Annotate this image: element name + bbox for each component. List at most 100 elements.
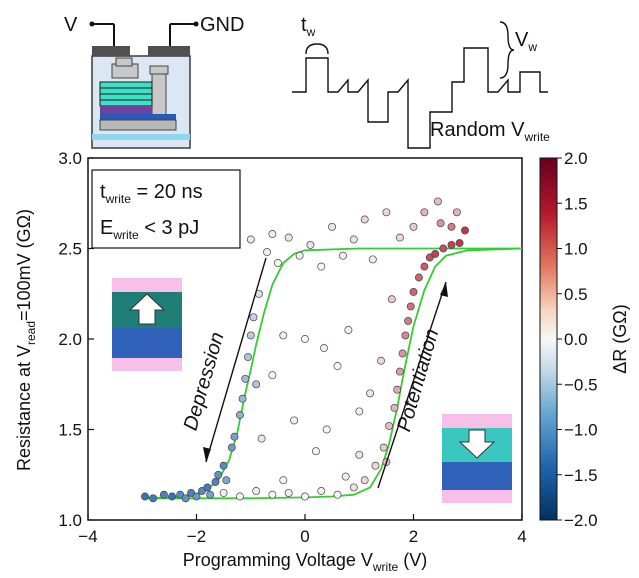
x-tick-label: −2 bbox=[187, 527, 206, 546]
state-icon-high bbox=[112, 278, 182, 371]
colorbar-tick-label: 1.0 bbox=[564, 240, 588, 259]
data-point bbox=[214, 470, 223, 479]
data-point bbox=[409, 222, 418, 231]
data-point bbox=[159, 490, 168, 499]
data-point bbox=[406, 302, 415, 311]
data-point bbox=[366, 389, 375, 398]
colorbar-tick-label: −1.5 bbox=[564, 466, 598, 485]
data-point bbox=[425, 253, 434, 262]
data-point bbox=[395, 367, 404, 376]
data-point bbox=[206, 490, 215, 499]
colorbar-tick-label: −1.0 bbox=[564, 421, 598, 440]
data-point bbox=[141, 492, 149, 501]
data-point bbox=[295, 251, 304, 260]
blue-layer bbox=[100, 114, 176, 120]
data-point bbox=[317, 262, 326, 271]
data-point bbox=[409, 287, 418, 296]
data-point bbox=[447, 222, 456, 231]
info-box: twrite = 20 ns Ewrite < 3 pJ bbox=[91, 169, 241, 249]
data-point bbox=[252, 380, 261, 389]
y-tick-label: 3.0 bbox=[58, 149, 82, 168]
contact-left bbox=[92, 46, 130, 56]
data-point bbox=[246, 331, 255, 340]
colorbar-label: ΔR (GΩ) bbox=[610, 304, 630, 373]
data-point bbox=[181, 494, 190, 503]
data-point bbox=[249, 313, 258, 322]
purple-layer bbox=[100, 106, 152, 114]
data-point bbox=[311, 447, 320, 456]
data-point bbox=[360, 215, 369, 224]
data-point bbox=[398, 349, 407, 358]
data-point bbox=[230, 432, 239, 441]
data-points bbox=[141, 197, 469, 503]
data-point bbox=[382, 208, 391, 217]
data-point bbox=[414, 273, 423, 282]
pulse-schematic: tw Vw Random Vwrite bbox=[292, 14, 550, 149]
x-tick-label: 2 bbox=[409, 527, 418, 546]
data-point bbox=[268, 371, 277, 380]
colorbar bbox=[539, 157, 558, 521]
data-point bbox=[371, 461, 380, 470]
data-point bbox=[349, 235, 358, 244]
y-tick-label: 2.5 bbox=[58, 240, 82, 259]
data-point bbox=[401, 331, 410, 340]
data-point bbox=[219, 488, 228, 497]
data-point bbox=[149, 494, 158, 503]
data-point bbox=[447, 240, 456, 249]
colorbar-ticks: 2.0 1.5 1.0 0.5 0.0 −0.5 −1.0 −1.5 −2.0 bbox=[557, 149, 598, 530]
data-point bbox=[452, 208, 461, 217]
data-point bbox=[377, 356, 385, 365]
data-point bbox=[404, 316, 413, 325]
data-point bbox=[176, 490, 185, 499]
data-point bbox=[368, 255, 377, 264]
y-axis-label: Resistance at Vread=100mV (GΩ) bbox=[14, 209, 38, 471]
colorbar-tick-label: 2.0 bbox=[564, 149, 588, 168]
colorbar-tick-label: 1.5 bbox=[564, 194, 588, 213]
data-point bbox=[395, 233, 404, 242]
pulse-waveform bbox=[292, 47, 548, 149]
data-point bbox=[349, 483, 358, 492]
data-point bbox=[390, 403, 399, 412]
y-tick-label: 1.0 bbox=[58, 511, 82, 530]
data-point bbox=[455, 239, 464, 248]
x-tick-label: 4 bbox=[517, 527, 526, 546]
data-point bbox=[420, 262, 429, 271]
fit-curve bbox=[142, 247, 523, 500]
data-point bbox=[379, 443, 388, 452]
data-point bbox=[322, 425, 331, 434]
label-v: V bbox=[64, 14, 78, 36]
data-point bbox=[439, 244, 448, 253]
depression-arrow bbox=[205, 257, 267, 463]
potentiation-arrow bbox=[377, 281, 447, 489]
data-point bbox=[284, 488, 293, 497]
data-point bbox=[339, 251, 347, 260]
data-point bbox=[219, 461, 228, 470]
data-point bbox=[279, 476, 288, 485]
data-point bbox=[301, 335, 309, 343]
y-tick-label: 2.0 bbox=[58, 330, 82, 349]
data-point bbox=[393, 385, 402, 394]
data-point bbox=[433, 197, 442, 206]
data-point bbox=[306, 240, 315, 249]
data-point bbox=[355, 450, 364, 459]
data-point bbox=[385, 421, 394, 430]
data-point bbox=[257, 434, 266, 443]
label-vw: Vw bbox=[515, 29, 537, 54]
colorbar-tick-label: 0.0 bbox=[564, 330, 588, 349]
data-point bbox=[420, 208, 429, 217]
x-axis-label: Programming Voltage Vwrite (V) bbox=[183, 550, 427, 574]
label-tw: tw bbox=[301, 14, 316, 39]
state-icon-low bbox=[442, 414, 512, 503]
label-random-vwrite: Random Vwrite bbox=[430, 119, 550, 144]
colorbar-tick-label: −2.0 bbox=[564, 511, 598, 530]
data-point bbox=[268, 230, 277, 238]
data-point bbox=[246, 235, 255, 244]
data-point bbox=[244, 353, 252, 362]
colorbar-tick-label: −0.5 bbox=[564, 375, 598, 394]
contact-right bbox=[148, 46, 190, 56]
y-tick-label: 1.5 bbox=[58, 421, 82, 440]
data-point bbox=[273, 259, 282, 267]
data-point bbox=[360, 476, 369, 485]
data-point bbox=[317, 487, 326, 495]
